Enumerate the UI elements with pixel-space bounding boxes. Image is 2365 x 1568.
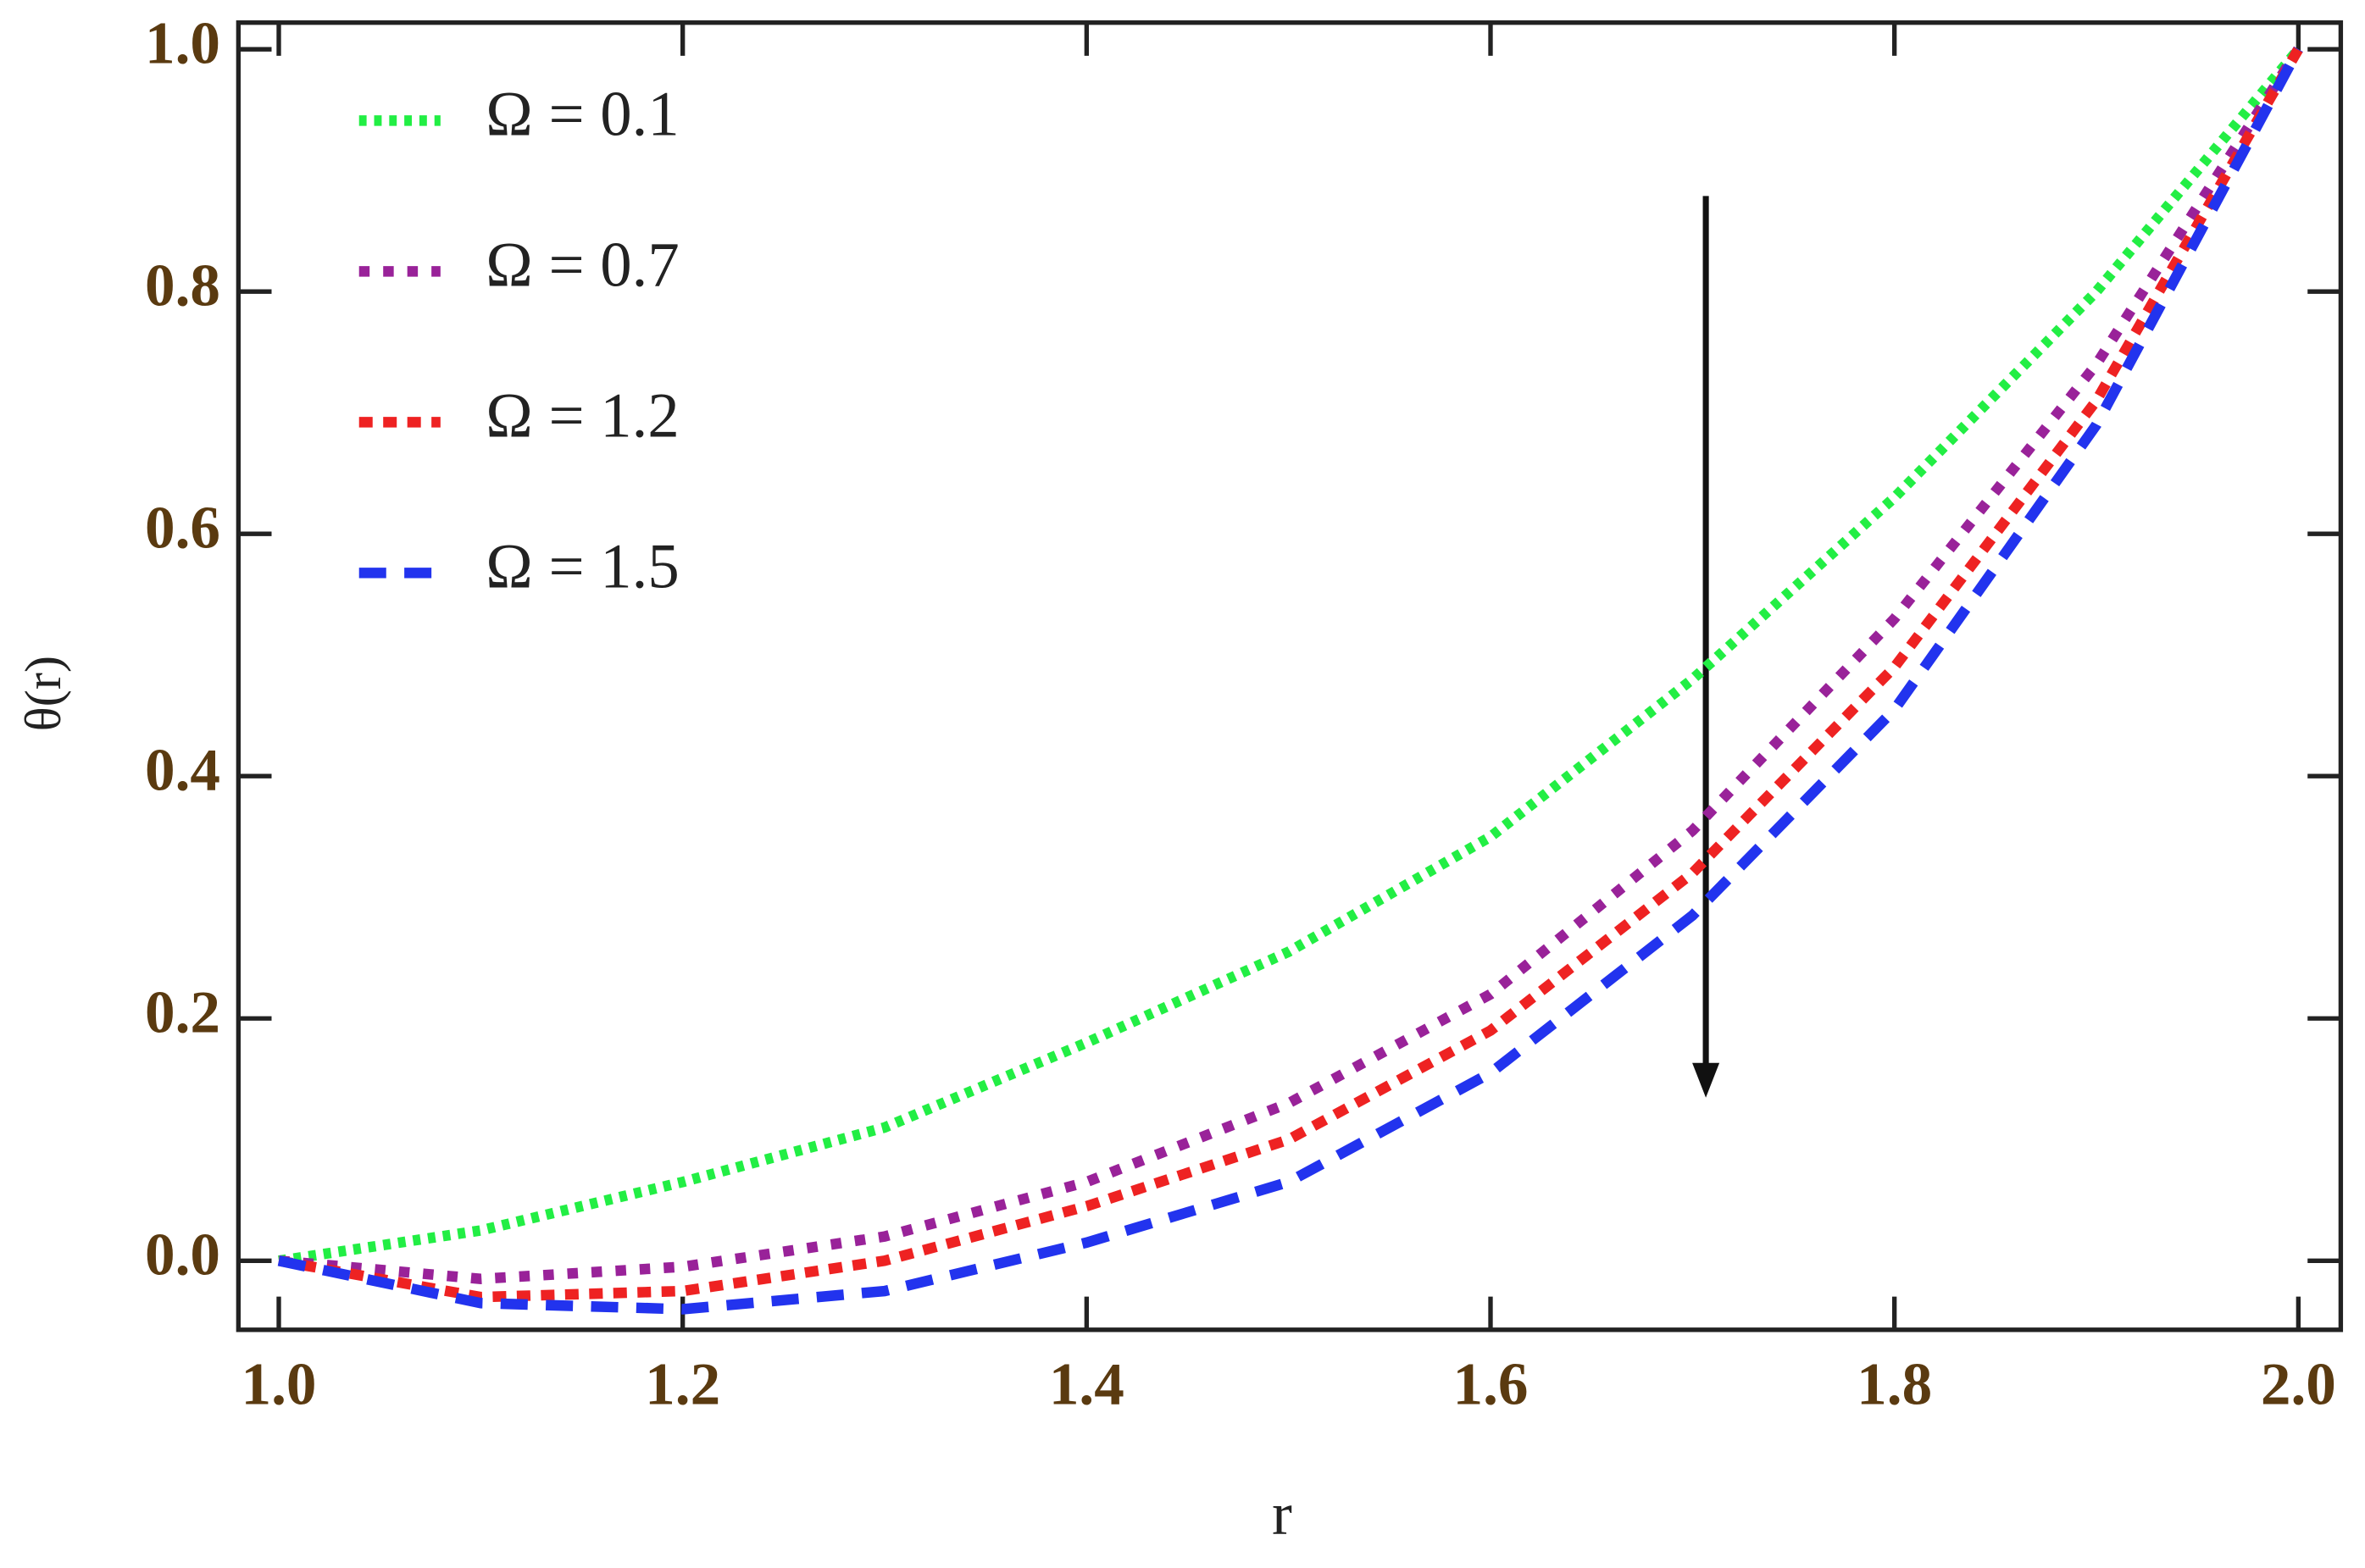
y-axis-label: θ(r) [15,656,72,731]
y-tick-label: 0.0 [145,1222,220,1288]
x-axis-label: r [1272,1481,1292,1547]
y-tick-label: 0.8 [145,253,220,319]
arrow-head [1692,1062,1720,1098]
legend-label: Ω = 0.1 [486,80,680,150]
y-tick-label: 1.0 [145,11,220,77]
legend-label: Ω = 1.2 [486,381,680,452]
y-tick-label: 0.4 [145,738,220,804]
legend-label: Ω = 1.5 [486,531,680,601]
series-line [278,46,2303,1266]
series-line [277,47,2303,1315]
y-tick-label: 0.6 [145,496,220,562]
legend-label: Ω = 0.7 [486,230,680,301]
x-tick-label: 1.8 [1857,1351,1932,1417]
x-tick-label: 1.2 [645,1351,720,1417]
x-tick-label: 1.0 [241,1351,317,1417]
plot-frame [236,20,2344,1333]
y-tick-label: 0.2 [145,980,220,1046]
x-tick-label: 1.4 [1049,1351,1124,1417]
x-tick-label: 2.0 [2261,1351,2336,1417]
series-line [277,47,2303,1303]
x-tick-label: 1.6 [1453,1351,1529,1417]
